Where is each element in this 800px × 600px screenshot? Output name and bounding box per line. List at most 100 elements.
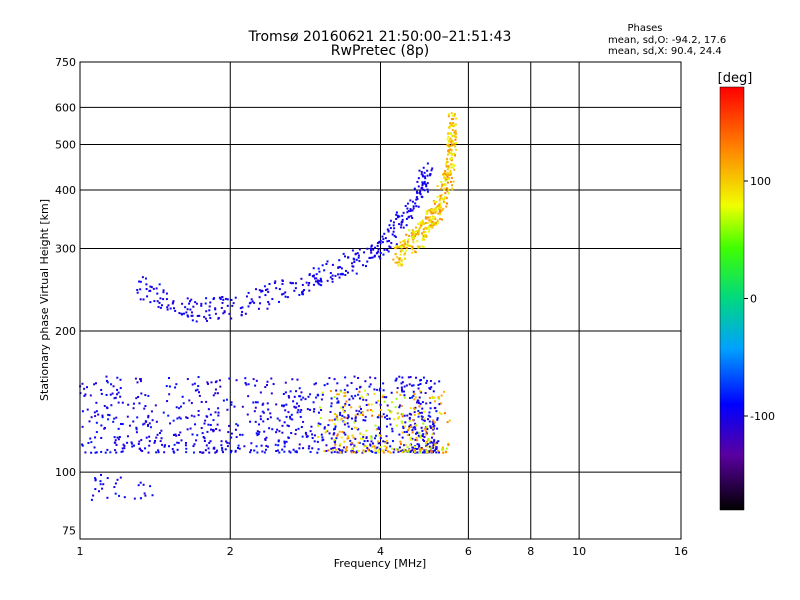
data-point — [226, 304, 229, 307]
data-point — [365, 437, 368, 440]
data-point — [432, 221, 435, 224]
data-point — [406, 414, 409, 417]
data-point — [176, 441, 179, 444]
data-point — [139, 298, 142, 301]
data-point — [115, 443, 118, 446]
data-point — [420, 426, 423, 429]
data-point — [336, 418, 339, 421]
data-point — [447, 150, 450, 153]
data-point — [443, 177, 446, 180]
data-point — [190, 402, 193, 405]
data-point — [126, 435, 129, 438]
data-point — [414, 235, 417, 238]
data-point — [445, 447, 448, 450]
data-point — [337, 273, 340, 276]
data-point — [343, 423, 346, 426]
data-point — [284, 391, 287, 394]
data-point — [369, 376, 372, 379]
data-point — [339, 451, 342, 454]
data-point — [391, 440, 394, 443]
data-point — [336, 401, 339, 404]
data-point — [377, 416, 380, 419]
data-point — [123, 496, 126, 499]
data-point — [403, 444, 406, 447]
data-point — [415, 424, 418, 427]
data-point — [378, 441, 381, 444]
data-point — [239, 433, 242, 436]
data-point — [385, 435, 388, 438]
data-point — [391, 233, 394, 236]
data-point — [413, 392, 416, 395]
data-point — [447, 177, 450, 180]
data-point — [99, 473, 102, 476]
data-point — [145, 288, 148, 291]
data-point — [399, 440, 402, 443]
data-point — [300, 398, 303, 401]
data-point — [158, 283, 161, 286]
data-point — [159, 306, 162, 309]
data-point — [396, 216, 399, 219]
data-point — [141, 450, 144, 453]
data-point — [214, 411, 217, 414]
data-point — [308, 273, 311, 276]
data-point — [297, 409, 300, 412]
data-point — [427, 451, 430, 454]
data-point — [414, 447, 417, 450]
data-point — [94, 479, 97, 482]
data-point — [415, 190, 418, 193]
data-point — [418, 226, 421, 229]
data-point — [357, 393, 360, 396]
data-point — [369, 408, 372, 411]
data-point — [389, 445, 392, 448]
data-point — [283, 421, 286, 424]
data-point — [406, 240, 409, 243]
data-point — [361, 411, 364, 414]
data-point — [422, 417, 425, 420]
data-point — [399, 450, 402, 453]
data-point — [430, 446, 433, 449]
data-point — [436, 196, 439, 199]
data-point — [81, 410, 84, 413]
data-point — [264, 294, 267, 297]
data-point — [266, 380, 269, 383]
data-point — [336, 433, 339, 436]
data-point — [409, 376, 412, 379]
data-point — [205, 444, 208, 447]
data-point — [403, 414, 406, 417]
data-point — [264, 386, 267, 389]
data-point — [343, 404, 346, 407]
x-tick-label: 8 — [527, 545, 534, 558]
data-point — [370, 437, 373, 440]
data-point — [440, 185, 443, 188]
data-point — [213, 447, 216, 450]
y-tick-label: 600 — [55, 101, 76, 114]
data-point — [433, 449, 436, 452]
data-point — [449, 140, 452, 143]
data-point — [419, 390, 422, 393]
data-point — [414, 396, 417, 399]
data-point — [247, 395, 250, 398]
data-point — [330, 397, 333, 400]
data-point — [441, 209, 444, 212]
data-point — [263, 285, 266, 288]
data-point — [215, 427, 218, 430]
data-point — [425, 433, 428, 436]
data-point — [336, 397, 339, 400]
data-point — [352, 257, 355, 260]
data-point — [131, 442, 134, 445]
data-point — [429, 441, 432, 444]
data-point — [160, 429, 163, 432]
data-point — [386, 248, 389, 251]
data-point — [331, 274, 334, 277]
data-point — [297, 427, 300, 430]
data-point — [207, 408, 210, 411]
data-point — [438, 203, 441, 206]
data-point — [265, 384, 268, 387]
data-point — [407, 429, 410, 432]
data-point — [402, 427, 405, 430]
data-point — [339, 390, 342, 393]
data-point — [351, 434, 354, 437]
data-point — [112, 420, 115, 423]
data-point — [399, 404, 402, 407]
